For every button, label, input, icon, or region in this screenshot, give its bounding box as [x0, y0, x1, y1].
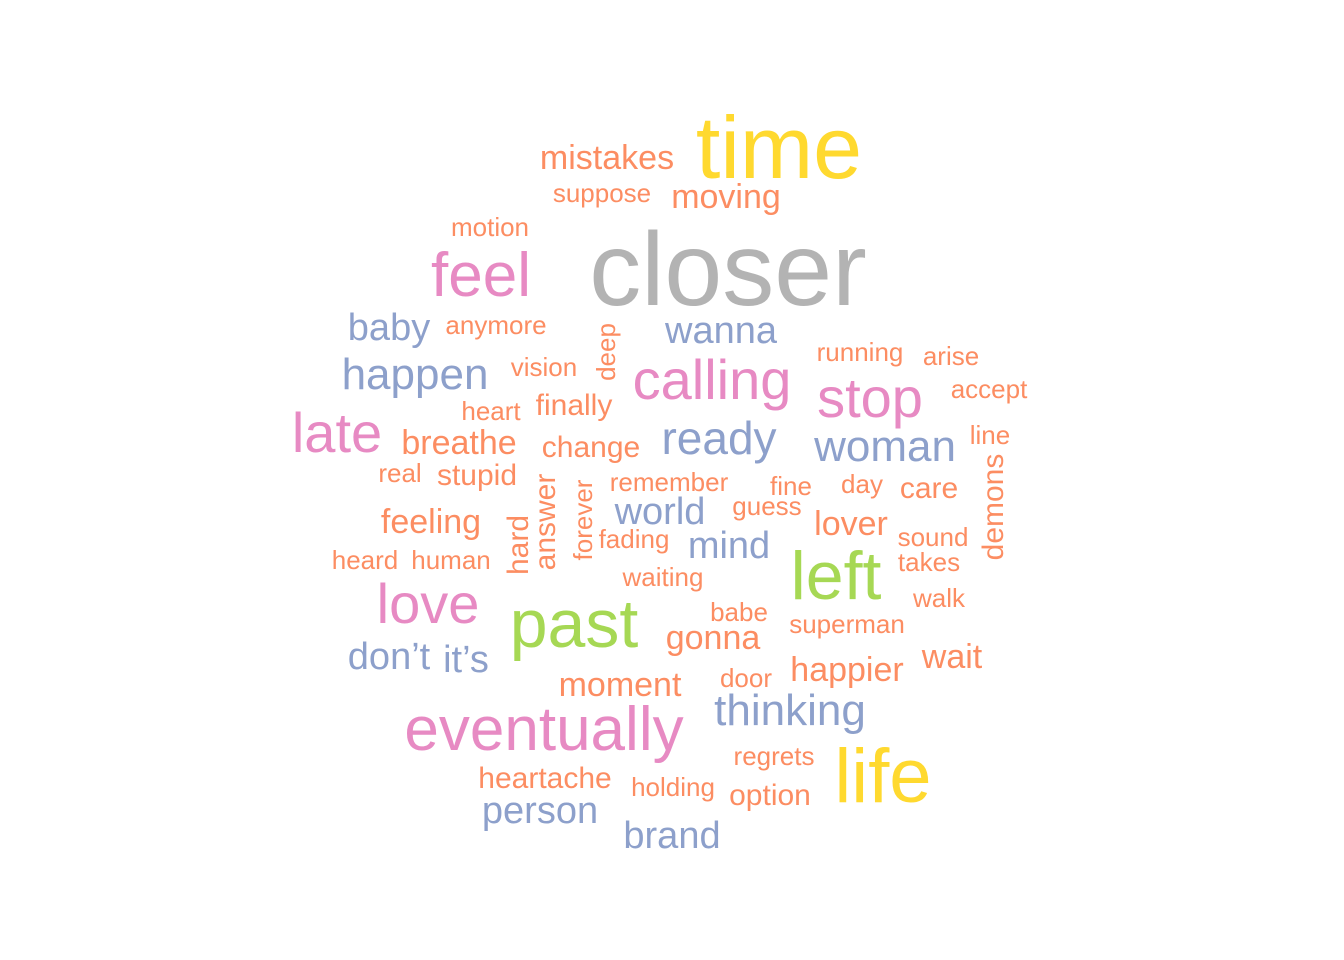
cloud-word: fading: [598, 524, 670, 554]
cloud-word: fine: [770, 471, 812, 501]
cloud-word: demons: [977, 453, 1010, 561]
cloud-word: closer: [589, 212, 867, 328]
cloud-word: it’s: [443, 639, 489, 681]
cloud-word: care: [899, 472, 959, 505]
cloud-word: heart: [461, 396, 521, 426]
cloud-word: guess: [732, 491, 802, 521]
cloud-word: happier: [790, 651, 904, 689]
cloud-word: breathe: [401, 424, 517, 462]
cloud-word: past: [509, 586, 639, 662]
cloud-word: superman: [789, 609, 905, 639]
cloud-word: line: [969, 420, 1011, 450]
cloud-word: stupid: [436, 459, 518, 492]
cloud-word: brand: [623, 815, 721, 857]
cloud-word: love: [376, 572, 480, 635]
cloud-word: stop: [817, 366, 923, 429]
cloud-word: vision: [510, 352, 578, 382]
cloud-word: mind: [687, 525, 771, 567]
cloud-word: left: [790, 538, 882, 614]
cloud-word: calling: [632, 348, 792, 411]
cloud-word: gonna: [665, 619, 761, 657]
cloud-word: life: [834, 734, 932, 819]
cloud-word: waiting: [622, 562, 704, 592]
cloud-word: running: [816, 337, 904, 367]
cloud-word: day: [841, 469, 883, 499]
cloud-word: wait: [921, 638, 983, 676]
cloud-word: don’t: [347, 636, 431, 678]
cloud-word: door: [719, 663, 773, 693]
cloud-word: anymore: [445, 310, 547, 340]
cloud-word: ready: [661, 412, 777, 464]
cloud-word: option: [729, 779, 811, 812]
cloud-word: arise: [922, 341, 980, 371]
cloud-word: takes: [897, 547, 961, 577]
cloud-word: feeling: [380, 503, 482, 541]
cloud-word: forever: [568, 479, 598, 561]
cloud-word: time: [695, 98, 863, 197]
cloud-word: happen: [341, 350, 489, 399]
cloud-word: late: [291, 401, 383, 464]
cloud-word: person: [481, 790, 599, 832]
cloud-word: real: [378, 458, 422, 488]
cloud-word: lover: [814, 505, 888, 543]
cloud-word: world: [614, 491, 706, 533]
cloud-word: thinking: [714, 686, 866, 735]
cloud-word: moving: [671, 178, 781, 216]
cloud-word: woman: [814, 422, 956, 471]
cloud-word: feel: [431, 241, 531, 310]
cloud-word: moment: [558, 666, 682, 704]
cloud-word: mistakes: [539, 139, 675, 177]
cloud-word: accept: [950, 374, 1028, 404]
cloud-word: babe: [710, 597, 768, 627]
cloud-word: motion: [450, 212, 530, 242]
cloud-word: human: [411, 545, 491, 575]
cloud-word: change: [541, 431, 641, 464]
cloud-word: sound: [897, 522, 969, 552]
cloud-word: heartache: [478, 762, 612, 795]
cloud-word: deep: [591, 323, 621, 381]
cloud-word: heard: [331, 545, 399, 575]
cloud-word: walk: [912, 583, 966, 613]
cloud-word: wanna: [665, 310, 777, 352]
cloud-word: answer: [529, 473, 562, 571]
cloud-word: regrets: [733, 741, 815, 771]
cloud-word: suppose: [552, 178, 652, 208]
cloud-word: remember: [609, 467, 729, 497]
cloud-word: eventually: [404, 695, 684, 764]
cloud-word: holding: [631, 772, 715, 802]
cloud-word: baby: [347, 307, 431, 349]
cloud-word: finally: [535, 389, 613, 422]
